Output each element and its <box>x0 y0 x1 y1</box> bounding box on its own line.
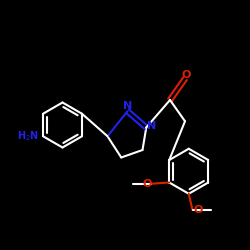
Text: H$_2$N: H$_2$N <box>17 129 39 143</box>
Text: N: N <box>123 101 132 111</box>
Text: N: N <box>147 121 156 131</box>
Text: O: O <box>193 205 203 215</box>
Text: O: O <box>182 70 191 80</box>
Text: O: O <box>143 179 152 189</box>
